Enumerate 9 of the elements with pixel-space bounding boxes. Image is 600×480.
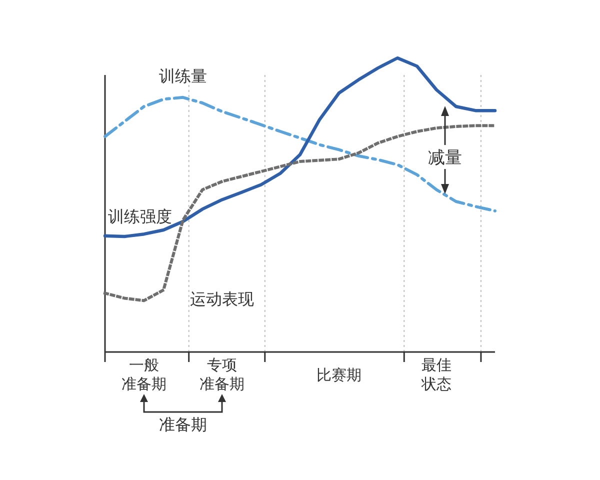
annotation: 减量 xyxy=(428,148,462,168)
x-tick-label: 专项准备期 xyxy=(200,356,244,393)
series-label: 训练量 xyxy=(159,66,207,86)
text: 准备期 xyxy=(159,415,207,434)
series-label: 训练强度 xyxy=(108,206,172,226)
x-tick-label: 一般 准备期 xyxy=(122,356,166,393)
x-tick-label: 比赛期 xyxy=(316,366,362,384)
series-label: 运动表现 xyxy=(190,290,254,309)
x-tick-label: 最佳状态 xyxy=(420,356,452,393)
